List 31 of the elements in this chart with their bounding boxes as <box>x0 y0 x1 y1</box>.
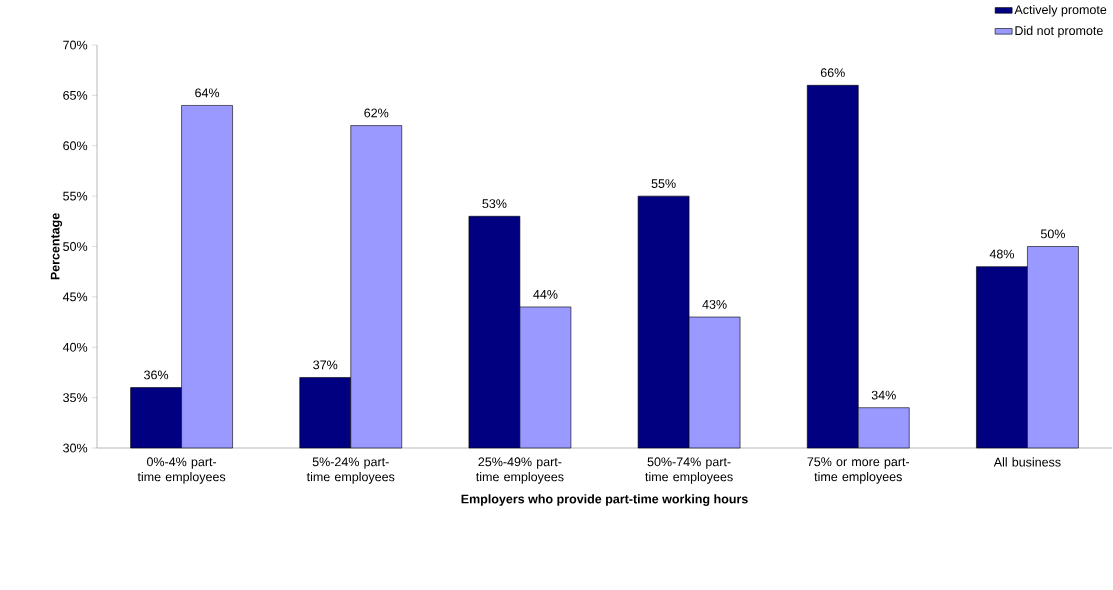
data-label: 50% <box>1040 229 1065 239</box>
y-axis-title: Percentage <box>50 213 63 280</box>
y-tick-label: 45% <box>62 292 88 302</box>
y-tick-label: 50% <box>63 242 88 251</box>
x-tick-label: 50%-74% part-time employees <box>645 457 733 484</box>
x-tick-label: 5%-24% part-time employees <box>306 457 395 484</box>
data-label: 62% <box>364 108 389 118</box>
data-label: 66% <box>820 68 845 78</box>
x-tick-label: All business <box>993 457 1061 467</box>
x-axis-title: Employers who provide part-time working hours <box>461 494 748 506</box>
data-label: 37% <box>313 360 338 370</box>
y-tick-label: 55% <box>63 191 88 201</box>
legend-label: Did not promote <box>1015 25 1103 38</box>
data-label: 48% <box>989 249 1014 259</box>
legend-label: Actively promote <box>1014 4 1107 17</box>
data-label: 36% <box>144 370 169 380</box>
y-tick-label: 30% <box>63 443 88 453</box>
data-label: 43% <box>702 299 727 309</box>
data-label: 34% <box>871 390 896 400</box>
y-tick-label: 70% <box>63 40 88 50</box>
y-tick-label: 35% <box>63 393 88 403</box>
x-tick-label: 0%-4% part-time employees <box>137 457 226 484</box>
x-tick-label: 75% or more part-time employees <box>807 457 910 484</box>
x-tick-label: 25%-49% part-time employees <box>475 457 564 484</box>
y-tick-label: 40% <box>62 342 88 352</box>
data-label: 55% <box>651 179 676 188</box>
data-label: 44% <box>533 290 558 299</box>
data-label: 53% <box>482 199 507 209</box>
y-tick-label: 65% <box>63 90 88 100</box>
y-tick-label: 60% <box>63 141 88 151</box>
data-label: 64% <box>195 88 220 98</box>
